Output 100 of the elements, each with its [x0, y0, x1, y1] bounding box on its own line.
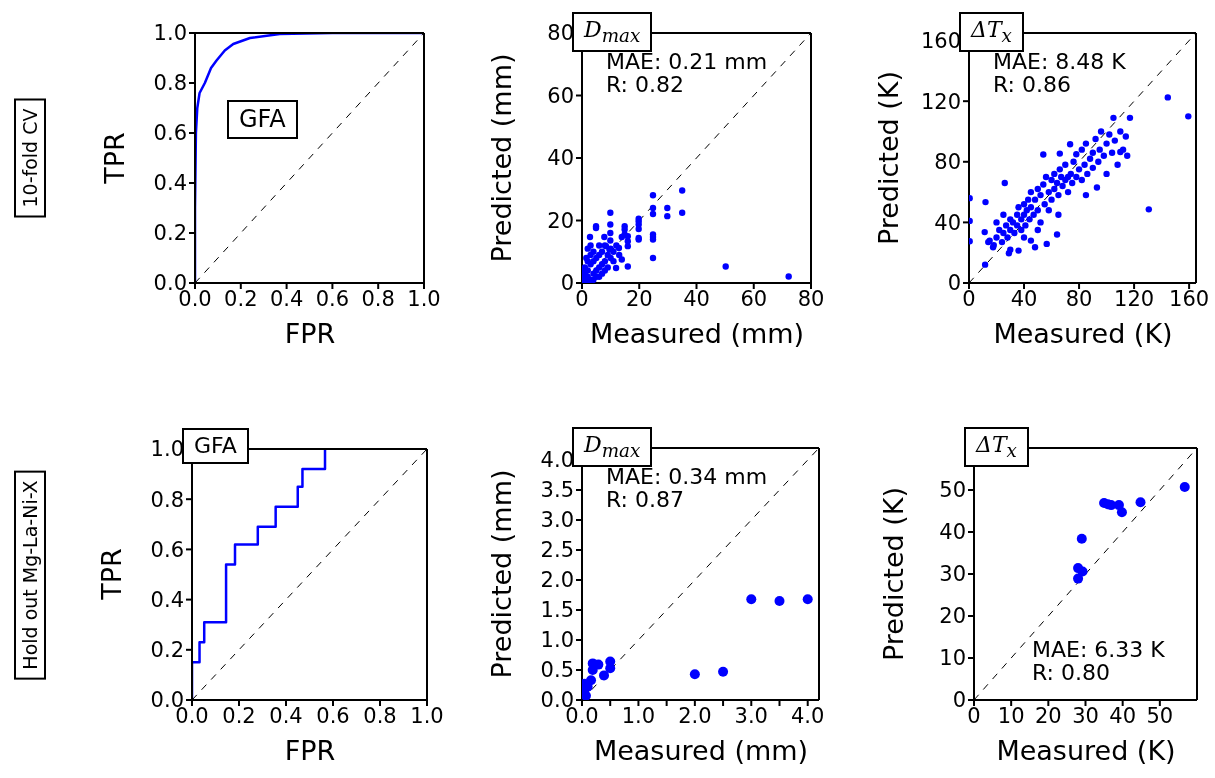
chart-title: ΔT$_{x}$ — [971, 17, 1012, 47]
y-tick-label: 80 — [547, 21, 574, 46]
x-tick-label: 0.2 — [222, 703, 256, 728]
x-tick-label: 4.0 — [791, 703, 825, 728]
y-tick-label: 160 — [920, 29, 961, 54]
y-tick-label: 0.6 — [153, 121, 187, 146]
x-tick-label: 120 — [1114, 286, 1155, 311]
y-tick-label: 10 — [939, 646, 966, 671]
x-tick-label: 0.6 — [316, 703, 350, 728]
y-tick-label: 1.0 — [153, 21, 187, 46]
point — [802, 594, 813, 605]
y-tick-label: 4.0 — [540, 448, 574, 473]
x-tick-label: 40 — [683, 286, 710, 311]
x-axis-title: Measured (mm) — [589, 318, 805, 349]
y-tick-label: 0.8 — [153, 71, 187, 96]
point — [1135, 497, 1146, 508]
x-tick-label: 10 — [997, 703, 1025, 728]
y-tick-label: 0.6 — [150, 537, 184, 562]
point — [587, 665, 598, 675]
y-tick-label: 3.0 — [540, 508, 574, 533]
y-tick-label: 0.4 — [153, 171, 187, 196]
y-tick-label: 120 — [920, 89, 961, 114]
text: 10-fold CV — [14, 98, 46, 218]
x-axis-title: FPR — [284, 318, 336, 349]
y-tick-label: 80 — [934, 150, 961, 175]
chart-title: D$_{max}$ — [584, 17, 641, 47]
point — [746, 594, 757, 605]
y-tick-label: 0.2 — [150, 638, 184, 663]
x-tick-label: 80 — [797, 286, 825, 311]
x-tick-label: 160 — [1169, 286, 1210, 311]
y-axis-title: TPR — [99, 131, 131, 184]
point — [1076, 533, 1087, 544]
x-tick-label: 1.0 — [621, 703, 656, 728]
chart-title: ΔT$_{x}$ — [964, 427, 1029, 468]
y-tick-label: 0.2 — [153, 221, 187, 246]
y-tick-label: 1.0 — [540, 628, 574, 653]
annotation: R: 0.80 — [1032, 660, 1111, 686]
x-tick-label: 2.0 — [678, 703, 712, 728]
y-tick-label: 40 — [934, 210, 961, 235]
x-tick-label: 80 — [1065, 286, 1093, 311]
annotation: R: 0.86 — [993, 72, 1072, 98]
x-tick-label: 40 — [1010, 286, 1038, 311]
x-tick-label: 50 — [1146, 703, 1174, 728]
y-axis-title: Predicted (mm) — [486, 469, 518, 678]
y-tick-label: 1.0 — [150, 437, 184, 462]
x-tick-label: 1.0 — [410, 703, 444, 728]
x-tick-label: 0.4 — [269, 286, 304, 311]
point — [718, 666, 729, 677]
y-tick-label: 1.5 — [540, 598, 574, 623]
annotation: R: 0.82 — [606, 72, 685, 98]
x-tick-label: 0.2 — [224, 286, 258, 311]
y-tick-label: 0.8 — [150, 487, 184, 512]
point — [599, 670, 610, 681]
point — [774, 596, 785, 606]
y-axis-title: Predicted (K) — [873, 70, 905, 245]
annotation: MAE: 0.34 mm — [606, 464, 768, 489]
x-tick-label: 1.0 — [407, 286, 441, 311]
y-tick-label: 30 — [939, 562, 966, 587]
point — [605, 663, 616, 674]
x-tick-label: 40 — [1109, 703, 1137, 728]
point — [586, 675, 597, 686]
annotation: MAE: 6.33 K — [1032, 637, 1165, 662]
y-axis-title: TPR — [96, 548, 128, 600]
y-tick-label: 2.0 — [540, 568, 574, 593]
y-tick-label: 2.5 — [540, 538, 574, 563]
y-tick-label: 40 — [547, 146, 574, 171]
x-tick-label: 60 — [740, 286, 768, 311]
text: GFA — [227, 100, 298, 139]
y-tick-label: 3.5 — [540, 478, 574, 503]
y-tick-label: 50 — [939, 478, 966, 503]
y-axis-title: Predicted (mm) — [486, 53, 518, 262]
x-axis-title: Measured (mm) — [593, 735, 809, 766]
x-tick-label: 0.6 — [315, 286, 350, 311]
x-tick-label: 20 — [625, 286, 653, 311]
x-tick-label: 30 — [1072, 703, 1099, 728]
chart-title: D$_{max}$ — [584, 432, 641, 462]
point — [1073, 573, 1084, 584]
point — [689, 669, 700, 680]
x-axis-title: Measured (K) — [996, 735, 1176, 766]
y-tick-label: 0.4 — [150, 588, 184, 613]
point — [1116, 507, 1127, 518]
x-tick-label: 20 — [1034, 703, 1062, 728]
x-axis-title: Measured (K) — [993, 318, 1173, 349]
x-tick-label: 0.4 — [269, 703, 303, 728]
text: Hold out Mg-La-Ni-X — [14, 470, 46, 680]
annotation: R: 0.87 — [606, 487, 685, 513]
y-axis-title: Predicted (K) — [878, 486, 910, 661]
chart-title: GFA — [194, 433, 237, 458]
y-tick-label: 40 — [939, 520, 966, 545]
y-tick-label: 60 — [547, 83, 574, 108]
x-axis-title: FPR — [284, 735, 336, 766]
y-tick-label: 20 — [547, 208, 574, 233]
x-tick-label: 0.8 — [363, 703, 397, 728]
point — [1179, 482, 1190, 493]
x-tick-label: 3.0 — [734, 703, 768, 728]
x-tick-label: 0.8 — [361, 286, 395, 311]
annotation: MAE: 8.48 K — [993, 49, 1126, 74]
y-tick-label: 20 — [939, 604, 966, 629]
annotation: MAE: 0.21 mm — [606, 49, 768, 74]
y-tick-label: 0.5 — [540, 658, 574, 683]
